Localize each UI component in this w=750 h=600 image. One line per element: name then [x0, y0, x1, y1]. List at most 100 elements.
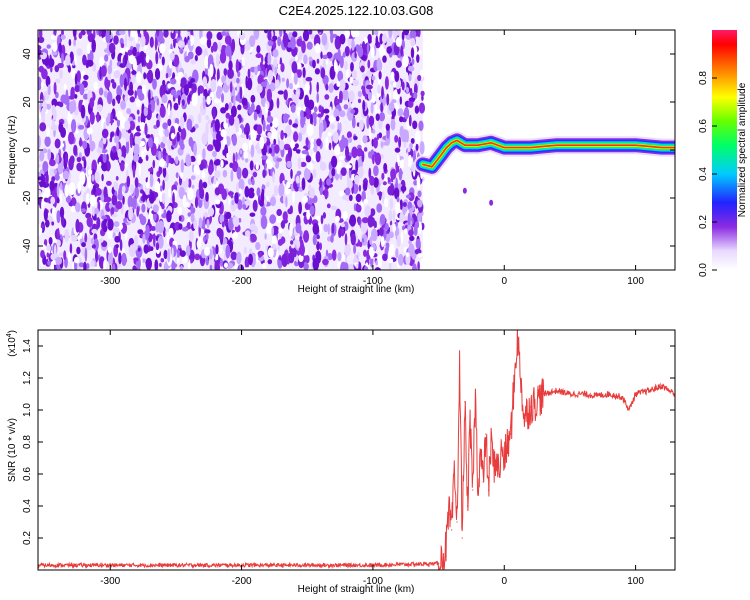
noise-speckle: [38, 54, 41, 61]
noise-speckle: [113, 221, 120, 228]
noise-speckle: [48, 237, 53, 245]
noise-speckle: [63, 83, 67, 91]
noise-speckle: [104, 196, 112, 203]
noise-speckle: [232, 217, 236, 224]
noise-speckle: [408, 73, 412, 82]
noise-speckle: [179, 265, 184, 270]
y-tick-label: -40: [22, 238, 33, 253]
noise-speckle: [371, 228, 378, 242]
noise-speckle: [244, 186, 250, 198]
noise-speckle: [112, 81, 117, 89]
noise-speckle: [377, 84, 381, 95]
noise-speckle: [71, 119, 77, 134]
noise-speckle: [337, 48, 341, 62]
snr-x-axis: -300 -200 -100 0 100: [100, 330, 644, 587]
noise-speckle: [158, 158, 166, 168]
noise-speckle: [186, 118, 193, 131]
noise-speckle: [331, 249, 337, 261]
noise-speckle: [50, 66, 53, 73]
noise-speckle: [161, 204, 165, 210]
noise-speckle: [124, 120, 131, 131]
noise-speckle: [296, 38, 303, 47]
snr-panel: -300 -200 -100 0 100 0.2 0.4 0.6 0.8 1.0 1.2 1.4 H…: [6, 329, 676, 595]
noise-speckle: [232, 232, 239, 240]
noise-speckle: [85, 192, 90, 205]
noise-speckle: [410, 138, 415, 144]
noise-speckle: [343, 104, 349, 110]
noise-speckle: [404, 228, 408, 235]
noise-speckle: [353, 244, 357, 255]
noise-speckle: [191, 126, 196, 132]
snr-point: [464, 401, 466, 403]
noise-speckle: [219, 51, 227, 64]
noise-speckle: [360, 65, 365, 73]
noise-speckle: [150, 226, 156, 231]
noise-speckle: [263, 30, 269, 34]
noise-speckle: [92, 63, 97, 72]
snr-point: [608, 393, 610, 395]
noise-speckle: [173, 123, 179, 130]
noise-speckle: [98, 87, 104, 96]
noise-speckle: [267, 161, 273, 170]
noise-speckle: [375, 113, 380, 121]
noise-speckle: [168, 227, 174, 238]
noise-speckle: [264, 233, 267, 240]
noise-speckle: [370, 102, 374, 114]
noise-speckle: [204, 229, 211, 234]
noise-speckle: [128, 206, 134, 221]
noise-speckle: [386, 93, 390, 106]
noise-speckle: [373, 30, 380, 36]
noise-speckle: [344, 46, 350, 57]
noise-speckle: [178, 215, 182, 222]
noise-speckle: [412, 120, 418, 130]
noise-speckle: [267, 259, 273, 265]
noise-speckle: [113, 35, 119, 45]
noise-speckle: [402, 55, 409, 68]
noise-speckle: [162, 166, 167, 178]
noise-speckle: [86, 244, 93, 251]
noise-speckle: [119, 48, 126, 53]
noise-speckle: [231, 133, 237, 146]
noise-speckle: [127, 129, 132, 134]
snr-point: [498, 473, 500, 475]
spectrogram-x-axis: -300 -200 -100 0 100: [100, 30, 644, 287]
noise-speckle: [225, 45, 232, 57]
noise-speckle: [224, 35, 232, 45]
noise-speckle: [69, 51, 74, 64]
noise-speckle: [143, 106, 148, 117]
noise-speckle: [111, 195, 118, 206]
noise-speckle: [308, 30, 313, 35]
noise-speckle: [134, 90, 137, 99]
noise-speckle: [100, 65, 107, 77]
noise-speckle: [76, 246, 81, 255]
noise-speckle: [120, 162, 125, 172]
noise-speckle: [47, 260, 52, 266]
noise-speckle: [71, 67, 76, 80]
noise-speckle: [328, 142, 332, 151]
noise-speckle: [167, 103, 171, 116]
noise-speckle: [408, 114, 412, 127]
noise-speckle: [279, 30, 283, 38]
noise-speckle: [305, 76, 313, 82]
noise-speckle: [306, 123, 314, 137]
noise-speckle: [232, 161, 239, 173]
noise-speckle: [340, 223, 345, 228]
noise-speckle: [84, 247, 88, 262]
noise-speckle: [59, 62, 64, 69]
noise-speckle: [249, 223, 256, 231]
noise-speckle: [358, 241, 363, 248]
noise-speckle: [359, 119, 364, 131]
noise-speckle: [357, 98, 362, 104]
noise-speckle: [346, 179, 353, 190]
ridge-blob: [489, 199, 494, 206]
noise-speckle: [283, 89, 288, 101]
noise-speckle: [408, 229, 414, 237]
noise-speckle: [83, 74, 89, 80]
noise-speckle: [185, 177, 189, 188]
noise-speckle: [378, 70, 382, 80]
noise-speckle: [259, 136, 265, 150]
noise-speckle: [300, 109, 304, 119]
noise-speckle: [214, 187, 221, 196]
noise-speckle: [288, 251, 295, 264]
noise-speckle: [178, 223, 183, 230]
